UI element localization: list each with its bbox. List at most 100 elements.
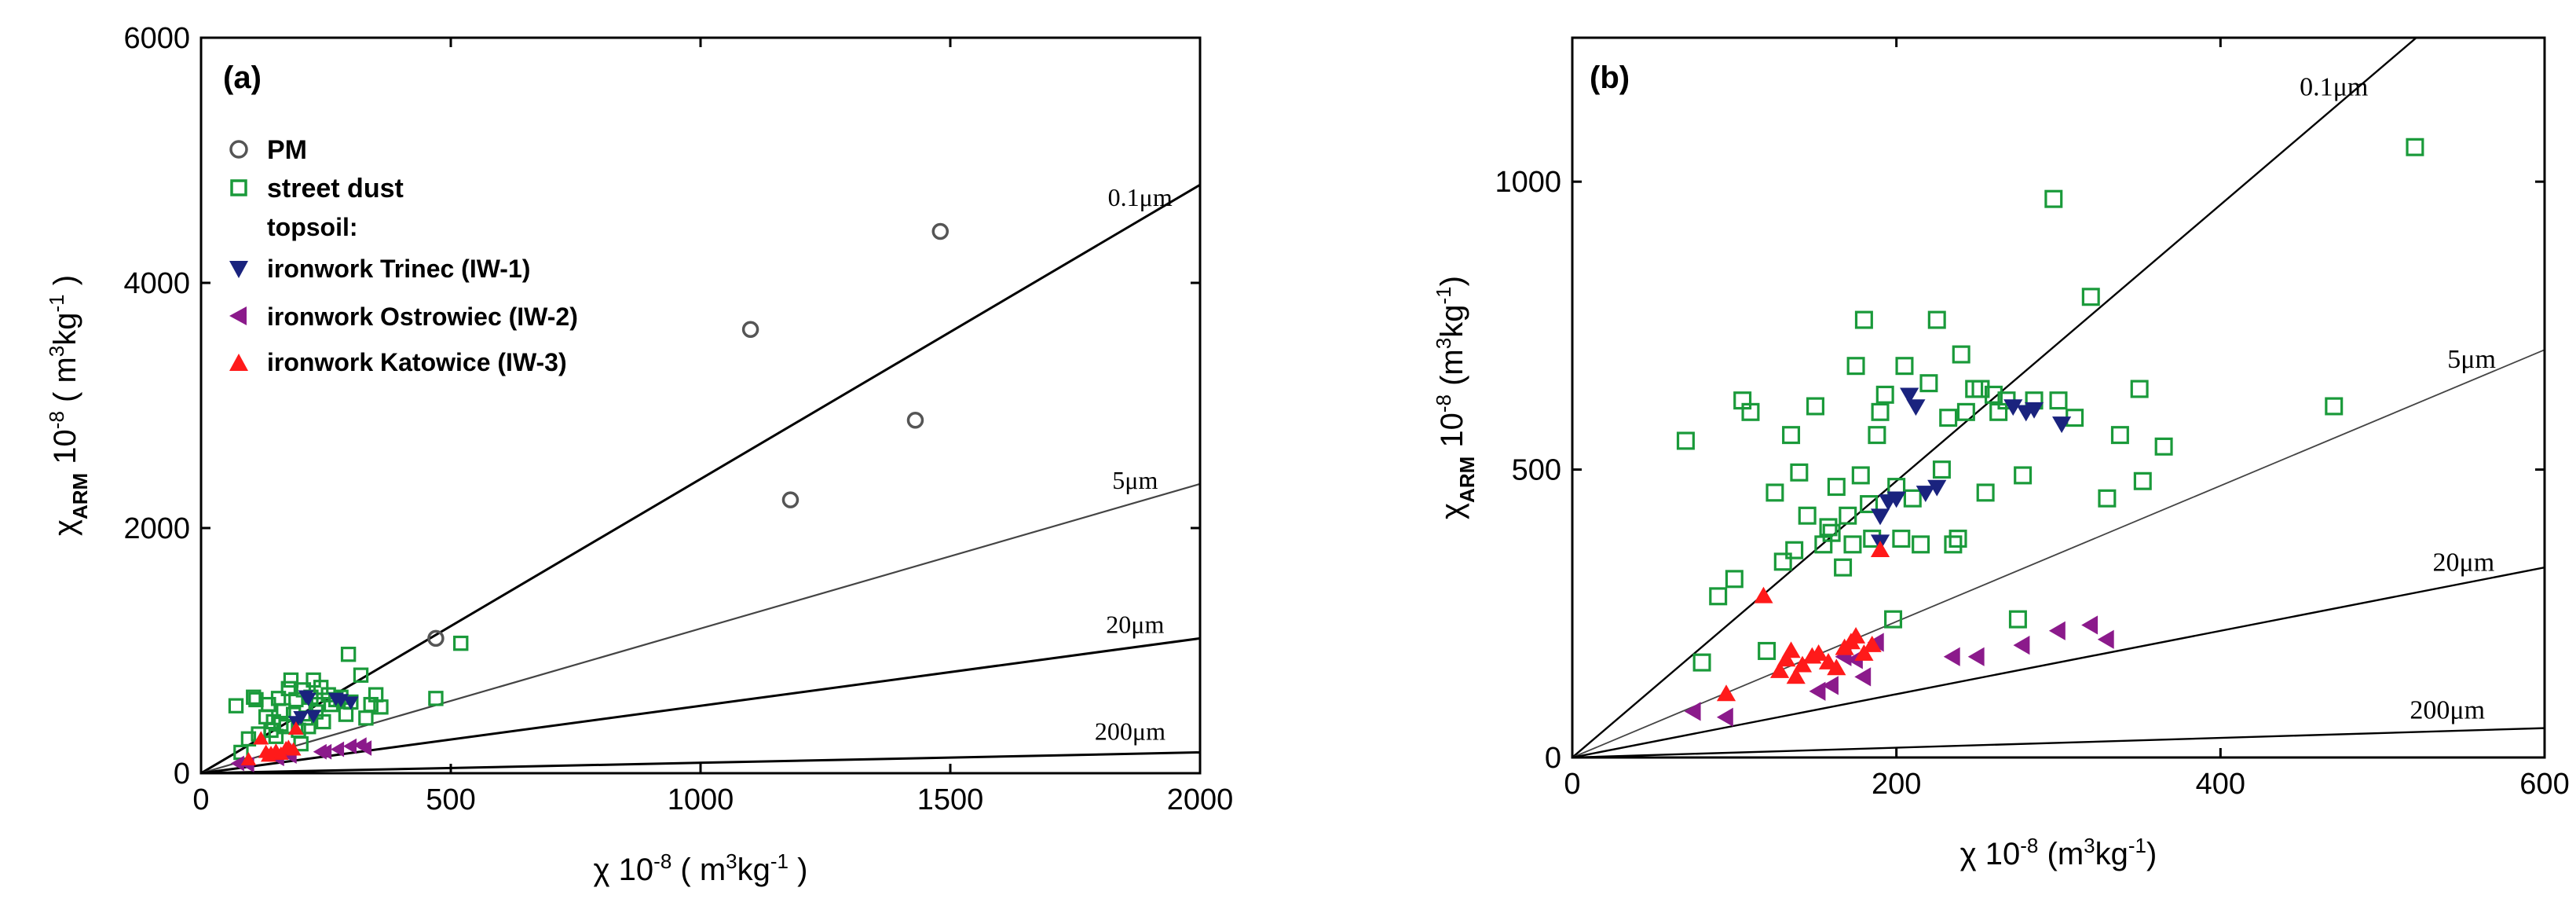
legend-iw1-label: ironwork Trinec (IW-1) <box>267 255 530 283</box>
reference-line-0 <box>1572 38 2418 757</box>
street-dust-point <box>2133 471 2152 490</box>
street-dust-point <box>1819 518 1838 537</box>
street-dust-point <box>2008 610 2027 629</box>
y-tick-label: 1000 <box>1495 166 1561 199</box>
legend-iw3-marker <box>229 354 248 371</box>
y-tick-label: 6000 <box>123 22 190 55</box>
street-dust-point <box>1785 541 1804 559</box>
iw1-point <box>342 696 359 710</box>
street-dust-point <box>2130 380 2149 398</box>
iw2-point <box>342 738 357 754</box>
street-dust-point <box>1868 426 1886 445</box>
street-dust-point <box>1766 483 1784 502</box>
street-dust-point <box>1860 495 1879 514</box>
street-dust-point <box>428 691 444 706</box>
legend-pm-label: PM <box>267 135 307 165</box>
legend-topsoil-label: topsoil: <box>267 213 358 241</box>
iw1-point <box>2003 399 2023 416</box>
reference-line-label: 20μm <box>1106 611 1164 639</box>
street-dust-point <box>2110 426 2129 445</box>
street-dust-point <box>1952 345 1970 364</box>
iw1-point <box>1927 479 1947 497</box>
iw1-point <box>2052 416 2072 434</box>
iw2-point <box>1684 702 1701 721</box>
iw3-point <box>1776 650 1796 667</box>
street-dust-point <box>1948 530 1967 548</box>
reference-line-label: 5μm <box>2447 345 2496 374</box>
street-dust-point <box>1932 460 1951 479</box>
y-tick-label: 500 <box>1512 454 1561 487</box>
x-tick-label: 200 <box>1872 768 1921 801</box>
street-dust-point <box>2154 437 2173 456</box>
x-tick-label: 400 <box>2196 768 2245 801</box>
street-dust-point <box>1895 357 1914 376</box>
street-dust-point <box>240 731 257 747</box>
iw2-point <box>1854 667 1872 687</box>
iw1-point <box>306 710 321 724</box>
reference-line-1 <box>201 482 1200 773</box>
reference-line-label: 0.1μm <box>1108 183 1173 211</box>
street-dust-point <box>1875 385 1894 404</box>
iw3-point <box>1770 661 1790 678</box>
iw1-point <box>1900 387 1919 405</box>
street-dust-point <box>1903 489 1922 508</box>
street-dust-point <box>316 713 331 730</box>
panel-b-chart: 0 200 400 600 0 500 1000 0.1μm 5μm 20μm 200μm (b)… <box>1432 36 2570 871</box>
iw3-point <box>1854 644 1874 661</box>
reference-line-label: 0.1μm <box>2300 72 2368 101</box>
iw3-point <box>1792 655 1813 673</box>
street-dust-point <box>1939 409 1958 427</box>
street-dust-point <box>1871 402 1890 421</box>
street-dust-point <box>1912 535 1930 554</box>
street-dust-point <box>363 696 379 713</box>
pm-point <box>427 629 445 647</box>
street-dust-point <box>283 672 299 688</box>
pm-point <box>781 491 800 508</box>
street-dust-point <box>1854 310 1873 329</box>
pm-point <box>931 222 950 240</box>
y-tick-label: 0 <box>174 757 190 790</box>
reference-line-3 <box>201 750 1200 773</box>
iw2-point <box>318 743 332 760</box>
street-dust-point <box>1984 385 2003 404</box>
panel-b-reference-lines <box>1572 38 2545 757</box>
panel-b-x-axis-title: χ 10-8 (m3kg-1) <box>1960 834 2157 871</box>
iw2-point <box>1822 676 1839 695</box>
y-tick-label: 2000 <box>123 512 190 545</box>
iw3-point <box>1786 667 1806 684</box>
y-tick-label: 0 <box>1545 742 1561 775</box>
iw2-point <box>2048 621 2066 640</box>
pm-point <box>741 321 759 339</box>
iw1-point <box>300 692 317 706</box>
legend-iw3-label: ironwork Katowice (IW-3) <box>267 348 567 376</box>
street-dust-point <box>2325 397 2344 416</box>
panel-a-data-points <box>228 222 950 772</box>
iw3-point <box>1862 636 1882 652</box>
x-tick-label: 0 <box>1564 768 1580 801</box>
iw3-point <box>1870 541 1890 557</box>
street-dust-point <box>1725 570 1744 589</box>
iw2-point <box>2013 636 2030 655</box>
legend-street-dust-label: street dust <box>267 174 404 204</box>
iw2-point <box>1943 647 1960 666</box>
panel-a-line-labels: 0.1μm 5μm 20μm 200μm <box>1095 183 1173 745</box>
iw1-point <box>1916 486 1935 503</box>
iw1-point <box>1906 399 1926 416</box>
street-dust-point <box>1782 426 1801 445</box>
iw3-point <box>285 742 302 756</box>
iw1-point <box>293 711 309 725</box>
street-dust-point <box>373 699 389 715</box>
panel-b-axis-ticks: 0 200 400 600 0 500 1000 <box>1495 38 2570 801</box>
panel-a-label: (a) <box>223 61 262 95</box>
iw1-point <box>2024 402 2044 419</box>
y-tick-label: 4000 <box>123 267 190 300</box>
street-dust-point <box>2098 489 2117 508</box>
x-tick-label: 500 <box>426 783 475 816</box>
x-tick-label: 0 <box>192 783 209 816</box>
iw2-point <box>2081 615 2098 635</box>
street-dust-point <box>2406 138 2424 156</box>
street-dust-point <box>1884 610 1903 629</box>
street-dust-point <box>1692 653 1711 672</box>
iw1-point <box>1886 491 1906 508</box>
panel-a-legend: PM street dust topsoil: ironwork Trinec … <box>229 135 578 376</box>
